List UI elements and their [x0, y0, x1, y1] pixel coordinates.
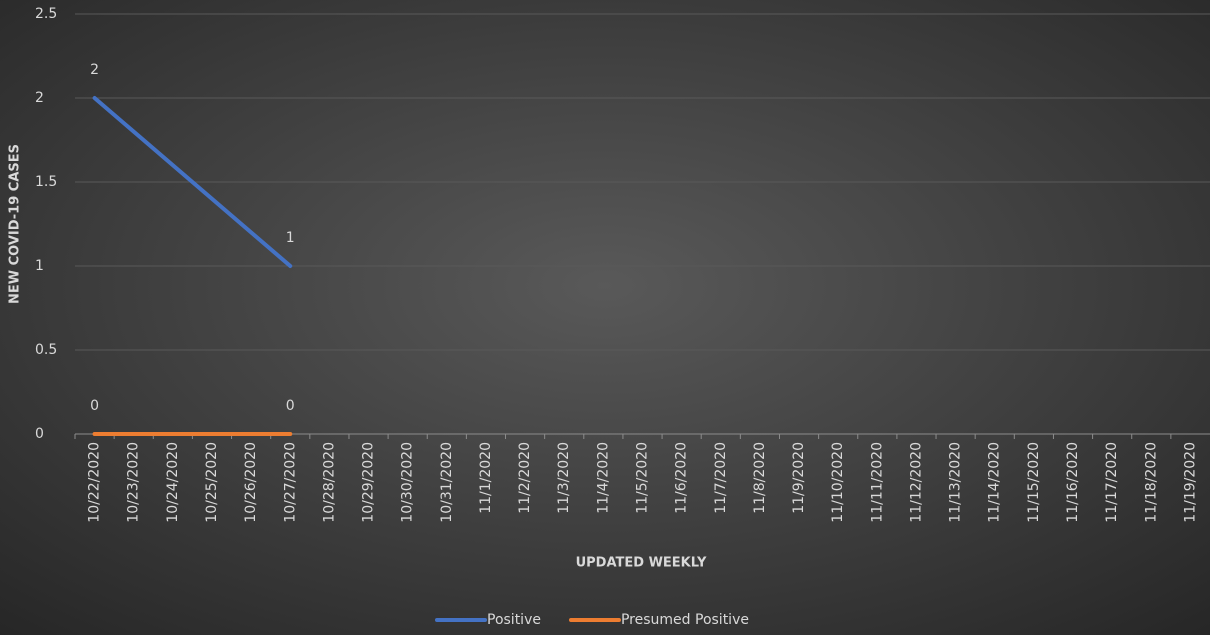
legend-label: Presumed Positive	[621, 612, 749, 628]
line	[92, 96, 293, 268]
x-tick-label: 11/6/2020	[674, 442, 690, 514]
y-tick-label: 2	[35, 90, 44, 106]
x-tick-label: 10/29/2020	[361, 442, 377, 523]
x-tick-label: 10/23/2020	[126, 442, 142, 523]
x-tick-label: 10/24/2020	[165, 442, 181, 523]
data-label: 2	[90, 62, 99, 78]
x-tick-label: 11/14/2020	[987, 442, 1003, 523]
data-label: 0	[90, 398, 99, 414]
x-tick-label: 11/1/2020	[478, 442, 494, 514]
x-tick-label: 11/3/2020	[556, 442, 572, 514]
x-tick-label: 11/8/2020	[752, 442, 768, 514]
x-tick-label: 10/28/2020	[321, 442, 337, 523]
y-axis-title: NEW COVID-19 CASES	[8, 144, 23, 304]
x-tick-label: 11/18/2020	[1143, 442, 1159, 523]
x-tick-label: 10/27/2020	[282, 442, 298, 523]
x-tick-label: 10/26/2020	[243, 442, 259, 523]
x-tick-label: 11/7/2020	[713, 442, 729, 514]
legend-label: Positive	[487, 612, 541, 628]
data-label: 1	[286, 230, 295, 246]
data-label: 0	[286, 398, 295, 414]
x-tick-label: 11/10/2020	[830, 442, 846, 523]
x-axis-title: UPDATED WEEKLY	[576, 556, 707, 571]
x-tick-label: 11/13/2020	[948, 442, 964, 523]
x-tick-label: 11/15/2020	[1026, 442, 1042, 523]
y-tick-label: 0	[35, 426, 44, 442]
x-tick-label: 11/11/2020	[869, 442, 885, 523]
x-tick-label: 11/16/2020	[1065, 442, 1081, 523]
y-tick-label: 2.5	[35, 6, 57, 22]
x-tick-label: 11/9/2020	[791, 442, 807, 514]
y-tick-label: 1	[35, 258, 44, 274]
x-tick-label: 11/19/2020	[1182, 442, 1198, 523]
x-tick-label: 11/2/2020	[517, 442, 533, 514]
x-tick-label: 10/22/2020	[87, 442, 103, 523]
x-tick-label: 10/25/2020	[204, 442, 220, 523]
x-tick-label: 11/5/2020	[635, 442, 651, 514]
x-tick-label: 11/4/2020	[595, 442, 611, 514]
x-tick-label: 10/31/2020	[439, 442, 455, 523]
y-tick-label: 0.5	[35, 342, 57, 358]
x-tick-label: 11/17/2020	[1104, 442, 1120, 523]
x-tick-label: 10/30/2020	[400, 442, 416, 523]
x-tick-label: 11/12/2020	[908, 442, 924, 523]
y-tick-label: 1.5	[35, 174, 57, 190]
